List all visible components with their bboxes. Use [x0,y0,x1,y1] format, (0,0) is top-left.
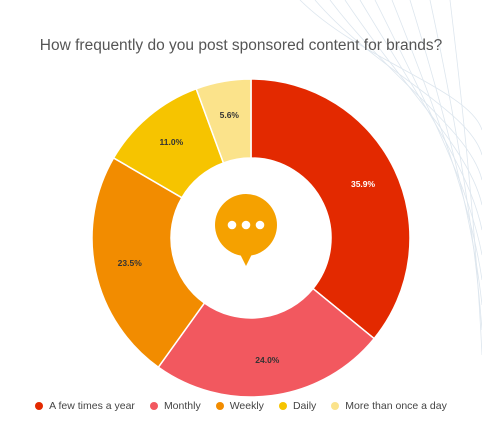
legend-swatch [331,402,340,410]
slice-value-label: 11.0% [160,137,184,147]
legend-label: More than once a day [345,400,447,412]
legend-swatch [35,402,44,410]
legend-label: Monthly [163,400,201,412]
chart-title: How frequently do you post sponsored con… [39,37,443,54]
legend-item: Weekly [215,400,264,412]
slice-a-few-times-a-year [250,78,411,340]
legend-label: Weekly [229,400,264,412]
legend-item: More than once a day [331,400,447,412]
legend-swatch [149,402,158,410]
chart-legend: A few times a year Monthly Weekly Daily More… [0,400,482,412]
chart-slice-labels: 35.9% 24.0% 23.5% 11.0% 5.6% [118,110,376,365]
legend-item: Monthly [149,400,201,412]
slice-value-label: 5.6% [220,110,240,120]
slice-value-label: 24.0% [255,355,280,365]
legend-swatch [278,402,287,410]
chart-slices [91,78,411,398]
legend-label: Daily [292,400,317,412]
slice-value-label: 23.5% [118,258,143,268]
legend-label: A few times a year [49,400,135,412]
legend-item: A few times a year [35,400,135,412]
speech-bubble-ellipsis-icon [215,194,277,266]
slice-value-label: 35.9% [351,179,376,189]
legend-swatch [215,402,224,410]
legend-item: Daily [278,400,317,412]
